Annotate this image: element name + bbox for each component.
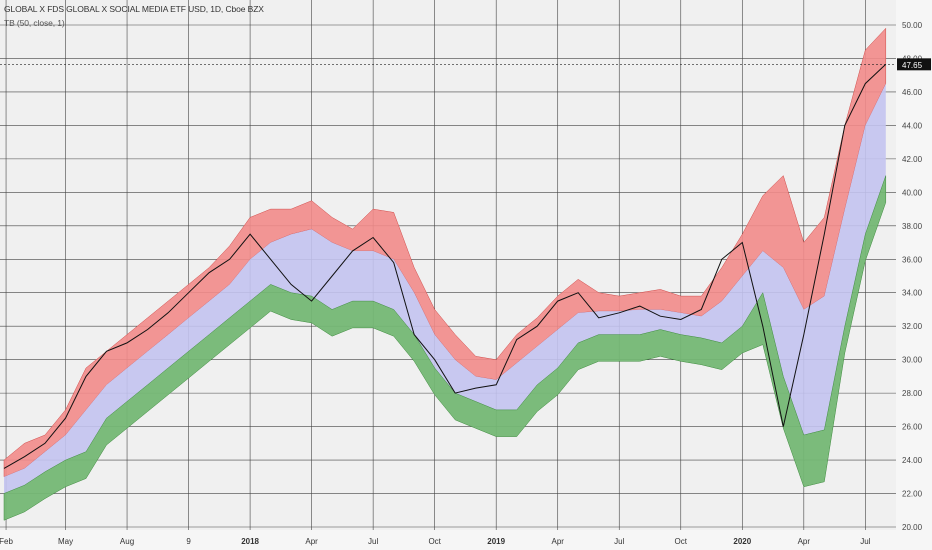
indicator-label: TB (50, close, 1) xyxy=(4,18,65,28)
x-tick-label: May xyxy=(58,537,73,546)
price-scale-background xyxy=(896,0,932,550)
y-tick-label: 26.00 xyxy=(902,423,923,432)
x-tick-label: 9 xyxy=(186,537,191,546)
y-tick-label: 46.00 xyxy=(902,88,923,97)
last-price-label: 47.65 xyxy=(902,61,923,70)
y-tick-label: 20.00 xyxy=(902,523,923,532)
y-tick-label: 40.00 xyxy=(902,188,923,197)
y-tick-label: 22.00 xyxy=(902,490,923,499)
last-price-badge xyxy=(897,58,931,71)
x-tick-label: Oct xyxy=(675,537,688,546)
x-tick-label: Aug xyxy=(120,537,134,546)
y-tick-label: 24.00 xyxy=(902,456,923,465)
time-scale-background xyxy=(0,530,896,550)
x-tick-label: Jul xyxy=(614,537,624,546)
price-line xyxy=(3,63,887,469)
x-tick-label: 2020 xyxy=(733,537,751,546)
x-tick-label: Apr xyxy=(551,537,564,546)
y-tick-label: 42.00 xyxy=(902,155,923,164)
y-tick-label: 50.00 xyxy=(902,21,923,30)
x-tick-label: 2018 xyxy=(241,537,259,546)
x-tick-label: Apr xyxy=(798,537,811,546)
y-tick-label: 28.00 xyxy=(902,389,923,398)
y-tick-label: 34.00 xyxy=(902,289,923,298)
y-tick-label: 30.00 xyxy=(902,356,923,365)
y-tick-label: 36.00 xyxy=(902,255,923,264)
y-tick-label: 44.00 xyxy=(902,121,923,130)
x-tick-label: Jul xyxy=(860,537,870,546)
x-tick-label: Feb xyxy=(0,537,13,546)
x-tick-label: Apr xyxy=(305,537,318,546)
y-tick-label: 32.00 xyxy=(902,322,923,331)
x-tick-label: Jul xyxy=(368,537,378,546)
y-tick-label: 38.00 xyxy=(902,222,923,231)
x-tick-label: Oct xyxy=(428,537,441,546)
chart-title: GLOBAL X FDS GLOBAL X SOCIAL MEDIA ETF U… xyxy=(4,4,264,14)
x-tick-label: 2019 xyxy=(487,537,505,546)
